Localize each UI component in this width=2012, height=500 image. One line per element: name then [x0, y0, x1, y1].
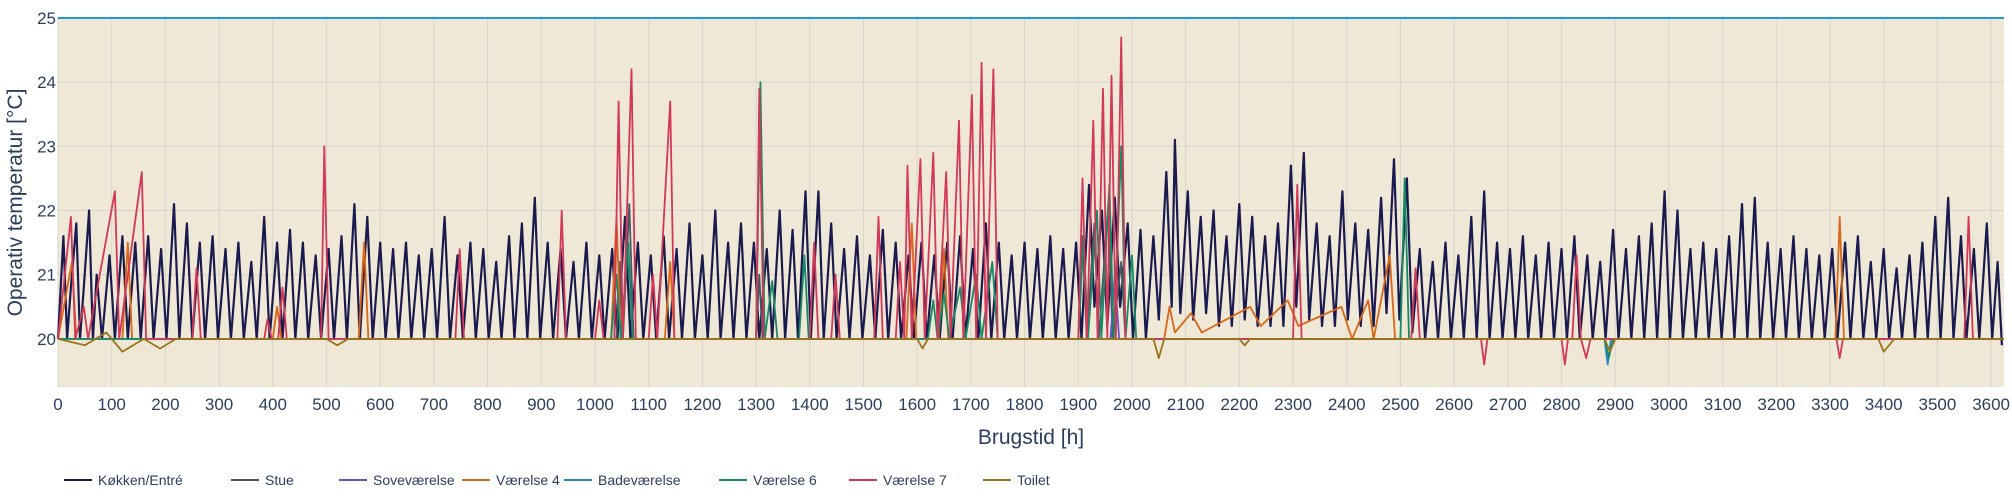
y-tick-label: 23	[37, 137, 56, 156]
x-tick-label: 1100	[630, 395, 667, 414]
legend-label: Toilet	[1017, 472, 1050, 488]
x-tick-label: 2200	[1220, 395, 1258, 414]
x-tick-label: 2900	[1596, 395, 1634, 414]
x-tick-label: 300	[205, 395, 233, 414]
x-tick-label: 0	[53, 395, 62, 414]
legend[interactable]: Køkken/Entré Stue Soveværelse Værelse 4 Bade…	[64, 472, 1050, 488]
legend-item[interactable]: Værelse 6	[719, 472, 817, 488]
x-tick-label: 3500	[1919, 395, 1957, 414]
x-tick-label: 200	[151, 395, 179, 414]
x-tick-label: 900	[527, 395, 555, 414]
x-tick-label: 3200	[1757, 395, 1795, 414]
x-tick-label: 1600	[898, 395, 936, 414]
legend-label: Værelse 7	[883, 472, 947, 488]
x-tick-label: 3000	[1650, 395, 1688, 414]
x-tick-label: 800	[473, 395, 501, 414]
legend-label: Soveværelse	[373, 472, 455, 488]
y-tick-label: 20	[37, 330, 56, 349]
x-tick-label: 400	[259, 395, 287, 414]
legend-item[interactable]: Badeværelse	[564, 472, 681, 488]
legend-item[interactable]: Køkken/Entré	[64, 472, 183, 488]
x-tick-label: 2700	[1489, 395, 1527, 414]
x-tick-label: 1800	[1006, 395, 1044, 414]
legend-item[interactable]: Stue	[231, 472, 294, 488]
x-tick-label: 1500	[845, 395, 883, 414]
x-tick-label: 2000	[1113, 395, 1151, 414]
legend-label: Badeværelse	[598, 472, 681, 488]
legend-item[interactable]: Værelse 4	[462, 472, 560, 488]
x-tick-label: 2600	[1435, 395, 1473, 414]
x-tick-label: 500	[312, 395, 340, 414]
series-lines	[56, 36, 2004, 366]
x-tick-label: 700	[420, 395, 448, 414]
legend-label: Værelse 4	[496, 472, 560, 488]
x-tick-label: 2800	[1543, 395, 1581, 414]
series-line	[57, 331, 2004, 359]
x-tick-label: 600	[366, 395, 394, 414]
x-tick-label: 2400	[1328, 395, 1366, 414]
x-tick-label: 2100	[1167, 395, 1205, 414]
y-tick-labels: 20 21 22 23 24 25	[37, 9, 56, 349]
y-tick-label: 22	[37, 202, 56, 221]
x-tick-label: 1200	[683, 395, 721, 414]
x-tick-label: 1900	[1059, 395, 1097, 414]
series-line	[56, 138, 2003, 346]
x-tick-label: 1400	[791, 395, 829, 414]
x-tick-label: 3100	[1704, 395, 1742, 414]
y-tick-label: 24	[37, 73, 56, 92]
legend-item[interactable]: Toilet	[983, 472, 1050, 488]
legend-item[interactable]: Værelse 7	[849, 472, 947, 488]
x-tick-label: 2300	[1274, 395, 1312, 414]
x-tick-label: 3600	[1972, 395, 2010, 414]
legend-label: Stue	[265, 472, 294, 488]
y-tick-label: 25	[37, 9, 56, 28]
legend-label: Køkken/Entré	[98, 472, 183, 488]
x-tick-label: 1300	[737, 395, 775, 414]
y-tick-label: 21	[37, 266, 56, 285]
x-tick-label: 100	[98, 395, 126, 414]
x-tick-label: 3400	[1865, 395, 1903, 414]
x-tick-label: 1700	[952, 395, 990, 414]
y-axis-title: Operativ temperatur [°C]	[4, 89, 27, 317]
x-tick-label: 3300	[1811, 395, 1849, 414]
x-axis-title: Brugstid [h]	[978, 426, 1084, 449]
x-tick-label: 2500	[1382, 395, 1420, 414]
legend-label: Værelse 6	[753, 472, 817, 488]
x-tick-label: 1000	[576, 395, 614, 414]
legend-item[interactable]: Soveværelse	[339, 472, 455, 488]
x-tick-labels: 0 100 200 300 400 500 600 700 800 900 1000 1100 1200…	[53, 395, 2010, 414]
